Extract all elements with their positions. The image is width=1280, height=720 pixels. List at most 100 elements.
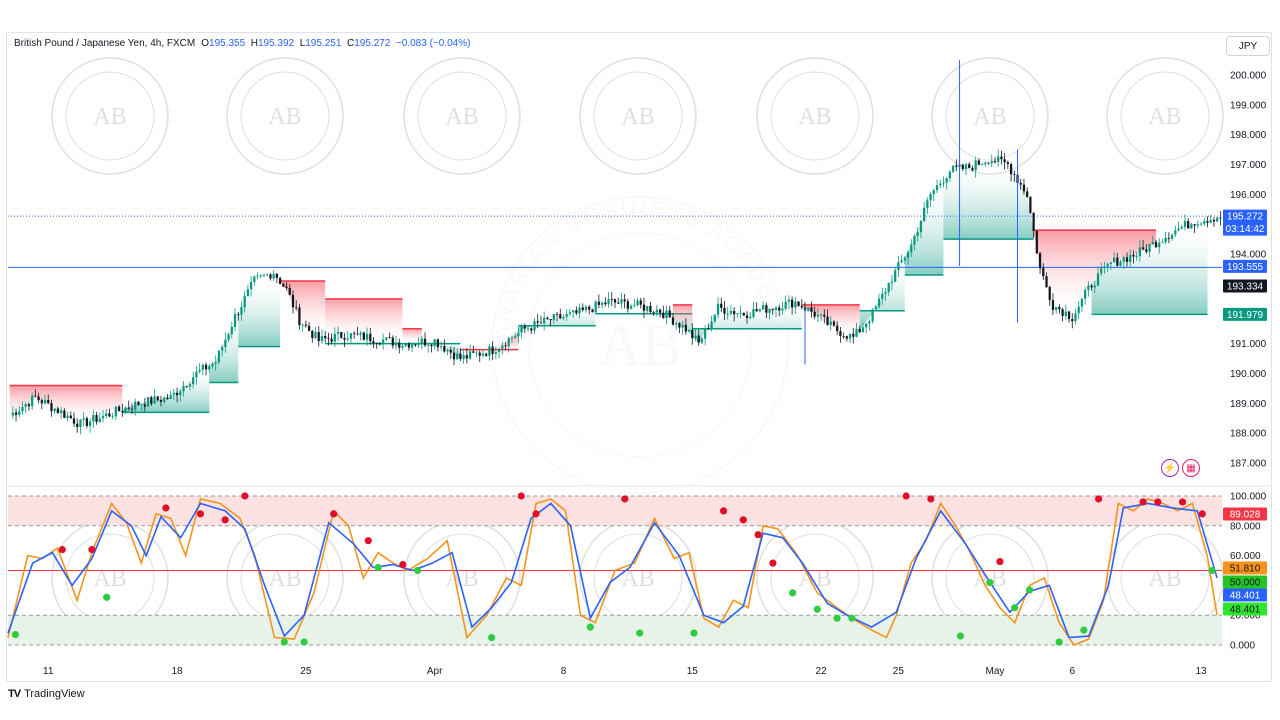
candle-body xyxy=(433,339,436,347)
candle-body xyxy=(98,418,101,422)
candle-body xyxy=(53,408,56,412)
candle-body xyxy=(1077,306,1080,314)
candle-body xyxy=(977,160,981,165)
stoch-sell-marker xyxy=(517,492,525,500)
candle-body xyxy=(974,160,977,171)
stoch-sell-marker xyxy=(754,531,762,539)
candle-body xyxy=(910,244,913,253)
candle-body xyxy=(604,302,607,305)
candle-body xyxy=(478,352,481,356)
candle-body xyxy=(394,342,398,346)
stoch-buy-marker xyxy=(848,614,856,622)
candle-body xyxy=(1029,197,1032,213)
candle-body xyxy=(298,307,301,325)
candle-body xyxy=(295,307,298,309)
price-label-bg xyxy=(1223,279,1267,293)
supertrend-down-fill xyxy=(402,328,422,344)
candle-body xyxy=(636,300,639,306)
supertrend-down-fill xyxy=(280,280,326,341)
candle-body xyxy=(1141,247,1145,250)
candle-body xyxy=(510,337,514,339)
candle-body xyxy=(1000,156,1003,160)
stoch-axis-tick: 100.000 xyxy=(1230,492,1267,503)
candle-body xyxy=(868,321,871,324)
candle-body xyxy=(581,307,584,310)
candle-body xyxy=(687,329,691,332)
stoch-sell-marker xyxy=(739,516,747,524)
candle-body xyxy=(607,299,610,305)
candle-body xyxy=(362,332,365,340)
stoch-buy-marker xyxy=(374,563,382,572)
candle-body xyxy=(819,314,823,316)
candle-body xyxy=(37,396,40,401)
watermark-mark: AB xyxy=(445,104,478,130)
candle-body xyxy=(159,400,163,402)
candle-body xyxy=(671,317,675,325)
candle-body xyxy=(140,404,143,406)
stoch-sell-marker xyxy=(902,492,910,500)
candle-body xyxy=(948,171,952,179)
candle-body xyxy=(1135,256,1138,257)
candle-body xyxy=(1096,273,1100,286)
price-label-text: 195.272 xyxy=(1227,212,1264,223)
candle-body xyxy=(21,406,24,412)
currency-button[interactable]: JPY xyxy=(1226,36,1270,56)
supertrend-down-fill xyxy=(9,385,123,425)
candle-body xyxy=(349,333,353,339)
candle-body xyxy=(662,312,665,319)
oversold-zone xyxy=(8,615,1222,645)
candle-body xyxy=(771,308,774,310)
calendar-events-icon[interactable]: ▦ xyxy=(1182,459,1200,477)
candle-body xyxy=(990,161,993,164)
time-axis-tick: Apr xyxy=(427,666,443,677)
candle-body xyxy=(1116,257,1119,266)
candle-body xyxy=(153,396,156,404)
time-axis-tick: 11 xyxy=(43,666,54,677)
price-axis-tick: 199.000 xyxy=(1230,100,1267,111)
candle-body xyxy=(900,260,903,263)
candle-body xyxy=(439,346,443,348)
candle-body xyxy=(623,299,626,302)
tradingview-branding[interactable]: TV TradingView xyxy=(8,688,85,700)
candle-body xyxy=(24,404,27,407)
candle-body xyxy=(613,299,617,303)
watermark-badge: AB xyxy=(403,57,521,175)
candle-body xyxy=(1196,224,1199,226)
candle-body xyxy=(101,415,105,419)
candle-body xyxy=(881,293,884,299)
candle-body xyxy=(336,332,340,334)
candle-body xyxy=(204,364,208,370)
stoch-buy-marker xyxy=(956,632,965,640)
candle-body xyxy=(449,349,452,353)
candle-body xyxy=(758,309,762,312)
candle-body xyxy=(175,392,179,396)
price-label-bg xyxy=(1223,307,1267,321)
candle-body xyxy=(485,353,488,356)
candle-body xyxy=(955,165,958,167)
candle-body xyxy=(562,316,565,319)
candle-body xyxy=(733,310,736,315)
stoch-sell-marker xyxy=(330,510,338,518)
lightning-icon[interactable]: ⚡ xyxy=(1161,459,1179,477)
supertrend-up-fill xyxy=(1091,218,1208,315)
candle-body xyxy=(874,306,877,310)
price-label-bg xyxy=(1223,259,1267,273)
candle-body xyxy=(195,371,198,378)
candle-body xyxy=(926,200,929,208)
candle-body xyxy=(246,289,250,297)
candle-body xyxy=(92,415,95,422)
stoch-sell-marker xyxy=(621,495,629,503)
candle-body xyxy=(465,355,468,359)
candle-body xyxy=(208,366,211,370)
supertrend-up-fill xyxy=(943,158,1034,240)
candle-body xyxy=(1190,224,1193,229)
candle-body xyxy=(237,314,240,316)
candle-body xyxy=(430,344,433,347)
watermark-badge: AB xyxy=(51,57,169,175)
stoch-value-label-text: 48.401 xyxy=(1230,591,1261,602)
candle-body xyxy=(278,277,282,284)
candle-body xyxy=(105,413,108,416)
candle-body xyxy=(1038,253,1042,269)
price-axis-tick: 190.000 xyxy=(1230,369,1267,380)
